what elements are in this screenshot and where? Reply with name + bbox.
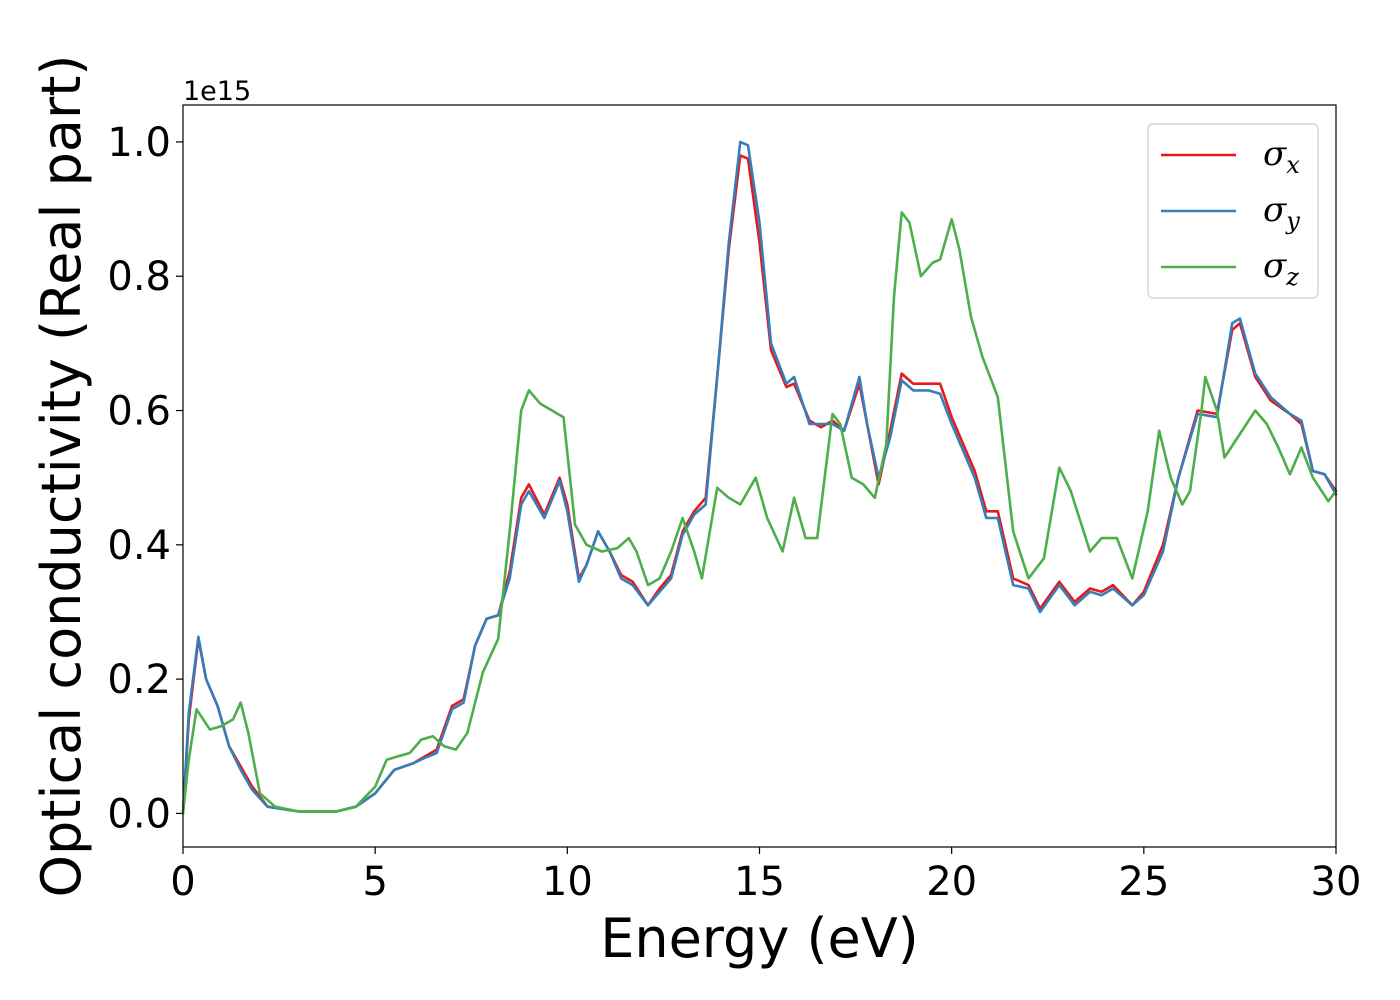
legend-symbol: σ (1263, 246, 1287, 286)
legend-subscript: z (1285, 263, 1299, 291)
x-tick-label: 30 (1311, 859, 1362, 905)
x-tick-label: 5 (362, 859, 387, 905)
x-tick-label: 15 (734, 859, 785, 905)
y-tick-label: 0.2 (107, 657, 171, 703)
x-tick-label: 10 (542, 859, 593, 905)
y-offset-label: 1e15 (183, 76, 251, 107)
y-tick-label: 0.6 (107, 389, 171, 435)
x-tick-label: 20 (926, 859, 977, 905)
legend-subscript: y (1285, 207, 1300, 235)
legend-label-sigma-y: σy (1263, 190, 1300, 235)
y-tick-label: 0.0 (107, 791, 171, 837)
legend-label-sigma-z: σz (1263, 246, 1299, 291)
legend-subscript: x (1286, 151, 1300, 179)
legend-symbol: σ (1263, 134, 1287, 174)
series-lines (181, 140, 1338, 815)
legend-label-sigma-x: σx (1263, 134, 1300, 179)
y-tick-label: 0.4 (107, 523, 171, 569)
axis-ticks: 0 5 10 15 20 25 30 0.0 0.2 0.4 0.6 0.8 1.0 (107, 120, 1361, 905)
y-axis-title: Optical conductivity (Real part) (30, 55, 93, 898)
y-tick-label: 1.0 (107, 120, 171, 166)
plot-frame (182, 104, 1337, 848)
legend-symbol: σ (1263, 190, 1287, 230)
y-tick-label: 0.8 (107, 254, 171, 300)
series-line-sigma-z (181, 211, 1338, 815)
x-tick-label: 25 (1118, 859, 1169, 905)
x-axis-title: Energy (eV) (600, 907, 919, 970)
series-line-sigma-y (181, 140, 1338, 815)
x-tick-label: 0 (170, 859, 195, 905)
